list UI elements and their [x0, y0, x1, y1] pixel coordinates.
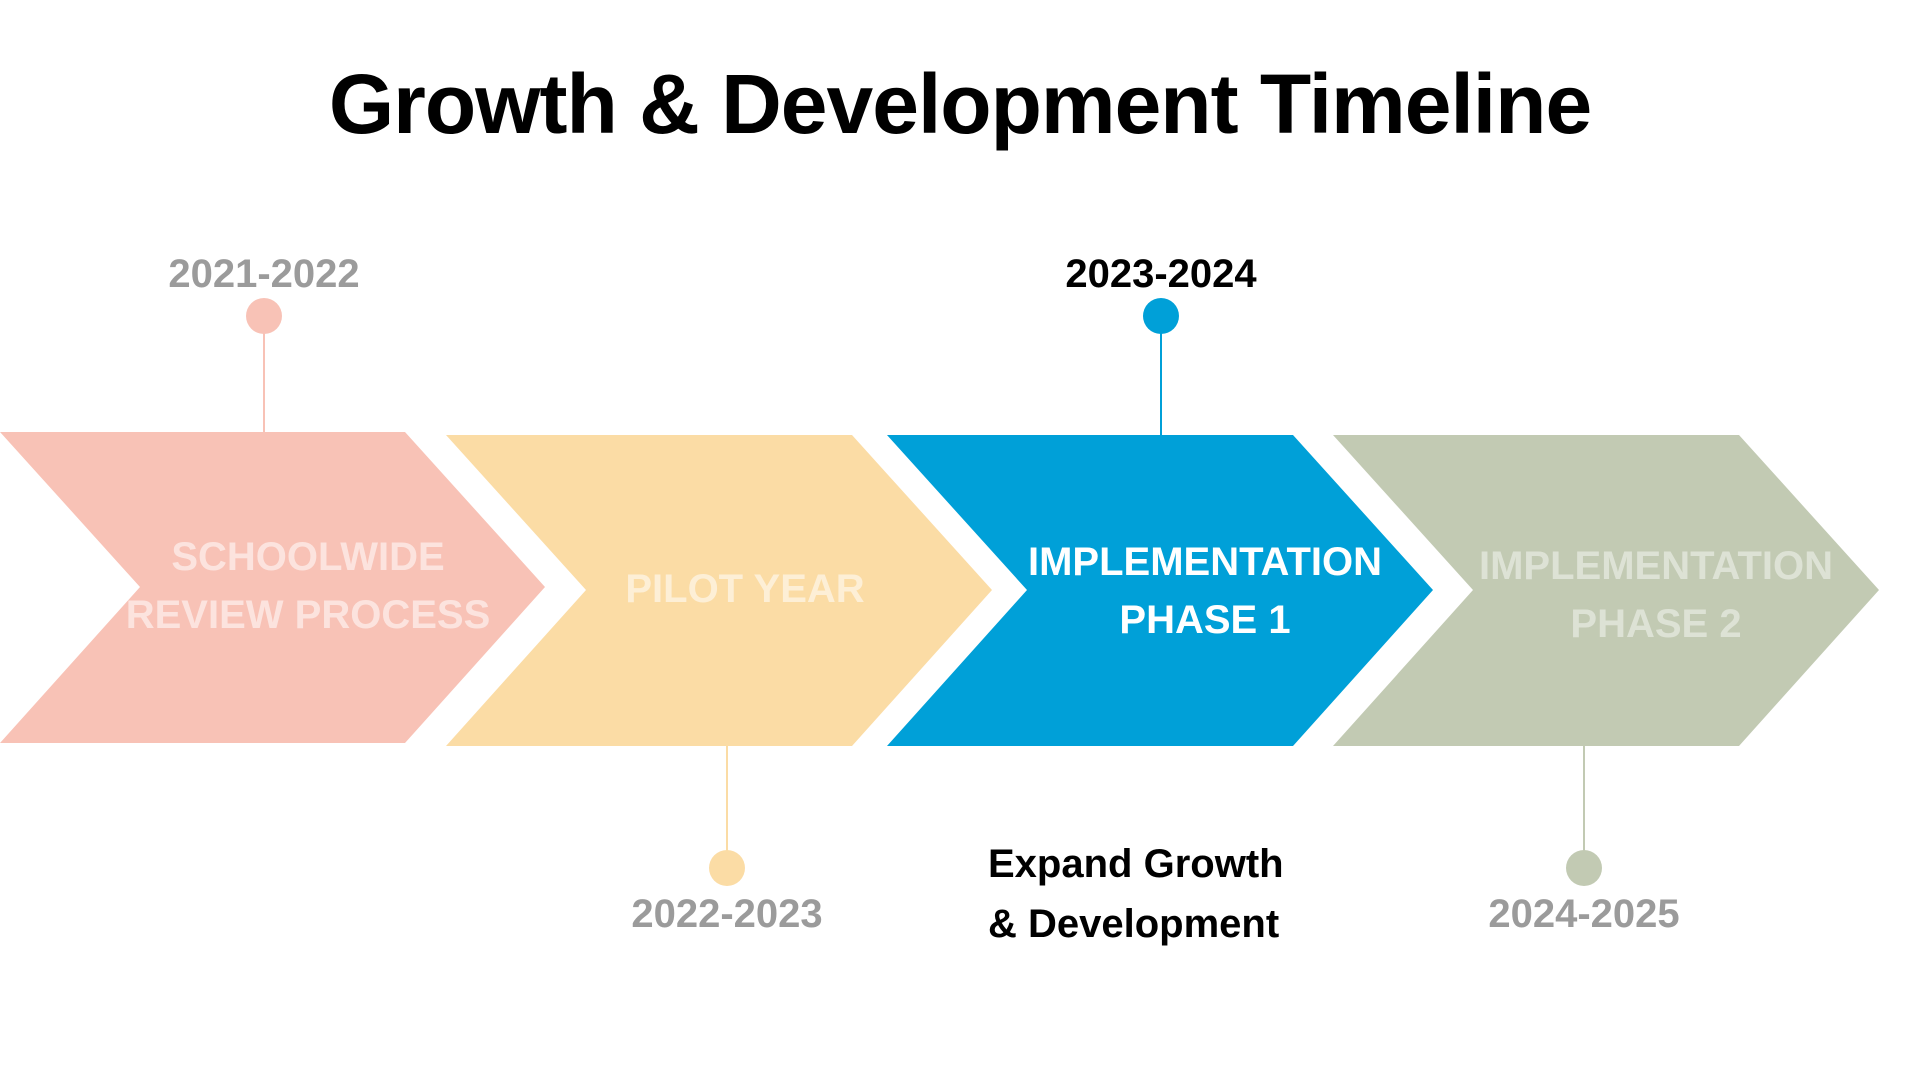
- page-title: Growth & Development Timeline: [328, 57, 1592, 151]
- chevron-phase2: [1333, 435, 1879, 746]
- marker-dot-schoolwide: [246, 298, 282, 334]
- phase1-note-line-1: Expand Growth: [988, 842, 1284, 886]
- chevron-pilot: [446, 435, 992, 746]
- chevron-phase1: [887, 435, 1433, 746]
- phase1-note: Expand Growth & Development: [988, 834, 1348, 954]
- phase-label-phase2: IMPLEMENTATION PHASE 2: [1446, 537, 1866, 653]
- phase-label-pilot: PILOT YEAR: [535, 560, 955, 618]
- phase-label-phase2-line-1: IMPLEMENTATION: [1478, 544, 1834, 588]
- marker-dot-phase2: [1566, 850, 1602, 886]
- phase-label-phase1-line-2: PHASE 1: [1119, 598, 1291, 642]
- year-label-phase2: 2024-2025: [1488, 892, 1680, 936]
- phase-label-schoolwide: SCHOOLWIDE REVIEW PROCESS: [98, 528, 518, 644]
- phase-label-phase1: IMPLEMENTATION PHASE 1: [995, 533, 1415, 649]
- phase-label-schoolwide-line-1: SCHOOLWIDE: [171, 535, 445, 579]
- phase1-note-line-2: & Development: [988, 902, 1280, 946]
- phase-label-schoolwide-line-2: REVIEW PROCESS: [125, 593, 491, 637]
- year-label-phase1: 2023-2024: [1065, 252, 1257, 296]
- marker-dot-phase1: [1143, 298, 1179, 334]
- year-label-schoolwide: 2021-2022: [168, 252, 360, 296]
- year-label-pilot: 2022-2023: [631, 892, 823, 936]
- marker-dot-pilot: [709, 850, 745, 886]
- chevron-schoolwide: [0, 432, 545, 743]
- phase-label-pilot-line-1: PILOT YEAR: [625, 567, 865, 611]
- phase-label-phase1-line-1: IMPLEMENTATION: [1027, 540, 1383, 584]
- phase-label-phase2-line-2: PHASE 2: [1570, 602, 1742, 646]
